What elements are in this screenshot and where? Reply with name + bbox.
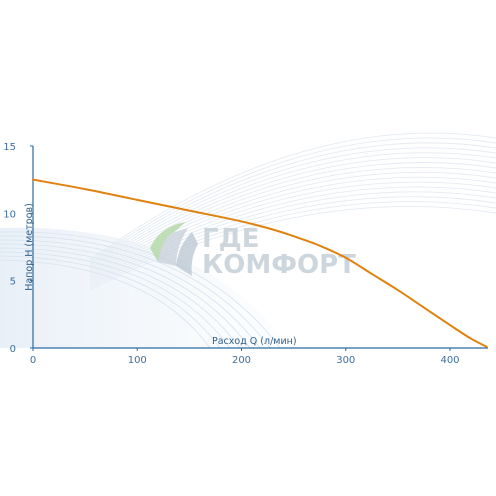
background-wave-line	[89, 166, 496, 275]
watermark-line-1: ГДЕ	[202, 224, 259, 254]
background-wave-line	[0, 251, 231, 349]
y-tick-label: 15	[3, 142, 16, 153]
background-wave-line	[89, 152, 496, 269]
x-tick-label: 200	[232, 355, 251, 366]
x-ticks: 0 100 200 300 400	[30, 348, 460, 366]
background-wave-line	[0, 243, 251, 349]
x-axis-title: Расход Q (л/мин)	[212, 336, 297, 347]
y-ticks: 0 5 10 15	[3, 142, 33, 355]
background-waves	[0, 132, 496, 349]
background-wave-line	[89, 162, 496, 273]
background-wave-line	[89, 142, 496, 265]
x-tick-label: 300	[336, 355, 355, 366]
y-axis-title: Напор H (метров)	[24, 203, 35, 291]
background-wave-line	[0, 247, 241, 349]
logo-house-icon	[150, 222, 198, 276]
background-wave-line	[0, 259, 211, 349]
background-wave-line	[89, 137, 496, 263]
watermark-line-2: КОМФОРТ	[202, 250, 356, 280]
y-tick-label: 5	[10, 277, 16, 288]
pump-curve-line	[32, 178, 488, 348]
background-wave-line	[89, 157, 496, 271]
y-tick-label: 10	[3, 209, 16, 220]
series-layer	[32, 178, 488, 348]
x-tick-label: 100	[128, 355, 147, 366]
background-wave-line	[0, 235, 271, 349]
y-tick-label: 0	[10, 344, 16, 355]
background-wave-line	[0, 239, 261, 349]
background-wave-line	[89, 171, 496, 277]
watermark-logo: ГДЕ КОМФОРТ	[150, 222, 356, 280]
background-wave-line	[0, 255, 221, 349]
background-wave-line	[89, 132, 496, 261]
x-tick-label: 0	[30, 355, 36, 366]
x-tick-label: 400	[440, 355, 459, 366]
background-wave-line	[89, 147, 496, 267]
